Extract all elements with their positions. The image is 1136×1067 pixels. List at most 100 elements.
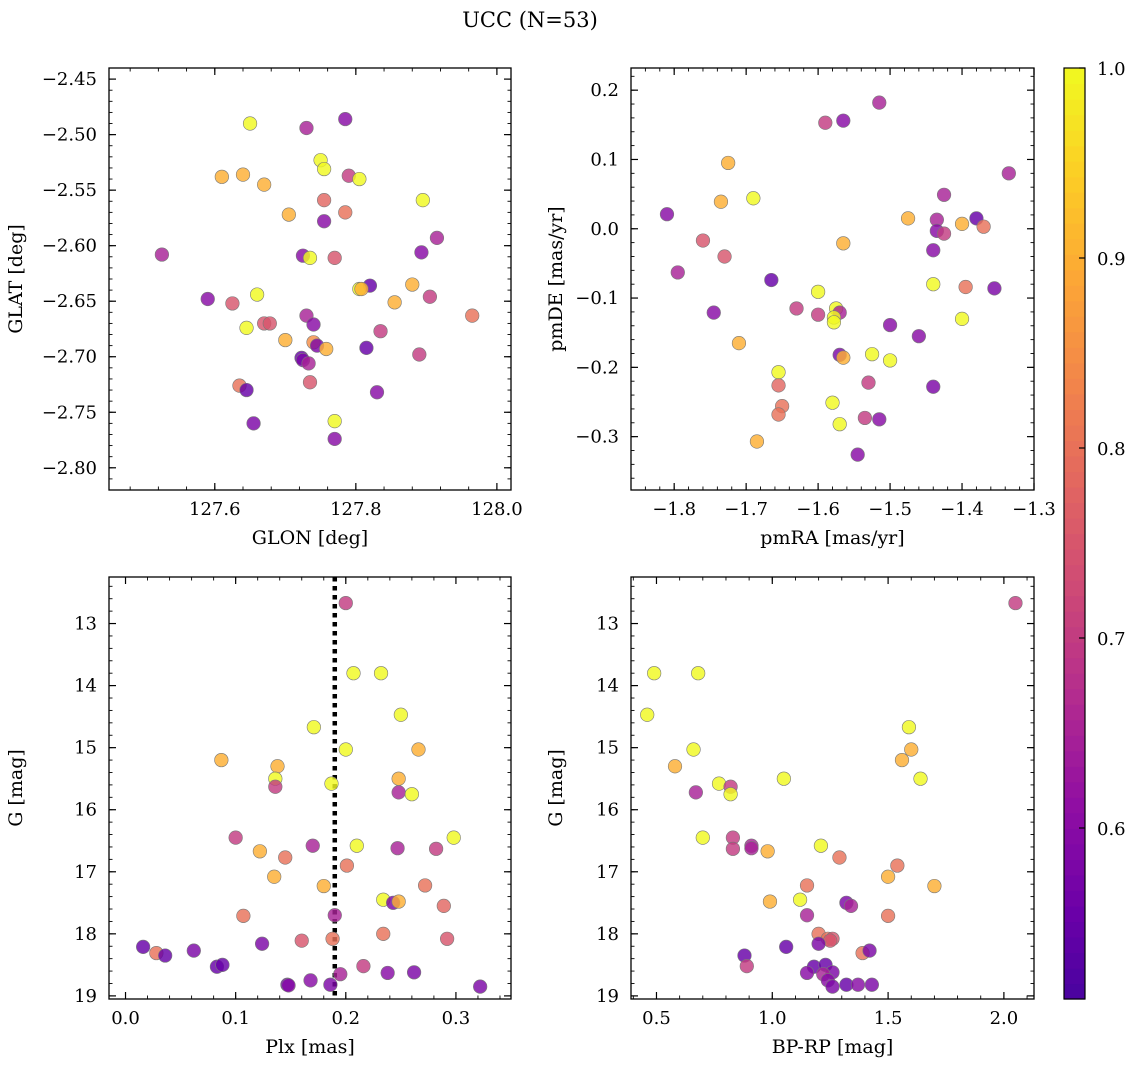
panel-top-right: −1.8 −1.7 −1.6 −1.5 −1.4 −1.3 −0.3 −0.2 −0.1 0.0 0… [545, 67, 1056, 549]
scatter-point [214, 752, 229, 768]
colorbar-segment [1064, 502, 1085, 519]
colorbar-segment [1064, 393, 1085, 410]
x-tick-label: 1.5 [874, 1008, 903, 1029]
colorbar-segment [1064, 688, 1085, 705]
x-tick-label: −1.4 [940, 499, 984, 520]
scatter-point [281, 978, 296, 993]
scatter-point [789, 301, 804, 316]
x-tick-label: −1.7 [724, 499, 768, 520]
colorbar-segment [1064, 657, 1085, 674]
scatter-point [667, 759, 683, 774]
colorbar-segment [1064, 611, 1085, 628]
colorbar-segment [1064, 766, 1085, 783]
colorbar-segment [1064, 424, 1085, 441]
colorbar-segment [1064, 626, 1085, 643]
colorbar-segment [1064, 890, 1085, 907]
panel-bottom-right: 0.5 1.0 1.5 2.0 13 14 15 16 17 18 19 BP-RP [mag] G [… [545, 576, 1035, 1058]
scatter-point [764, 272, 779, 288]
y-tick-label: −2.55 [42, 180, 97, 201]
scatter-point [976, 219, 991, 234]
y-tick-label: 13 [596, 614, 619, 635]
scatter-point [323, 977, 338, 992]
scatter-point [239, 320, 254, 335]
scatter-point [904, 742, 919, 757]
scatter-point [872, 412, 887, 427]
scatter-point [843, 898, 859, 914]
y-tick-label: 14 [596, 676, 619, 697]
x-tick-label: 0.2 [331, 1008, 360, 1029]
scatter-point [254, 936, 270, 951]
x-tick-label: 127.8 [330, 499, 382, 520]
scatter-point [369, 385, 385, 400]
y-tick-label: −0.2 [575, 357, 619, 378]
scatter-point [799, 878, 815, 893]
scatter-point [1001, 166, 1016, 181]
scatter-point [813, 838, 829, 853]
x-tick-label: −1.5 [868, 499, 912, 520]
x-axis-label: pmRA [mas/yr] [760, 527, 904, 549]
y-tick-label: 16 [74, 800, 97, 821]
scatter-point [422, 289, 437, 304]
scatter-points [659, 95, 1016, 462]
scatter-point [327, 908, 342, 923]
x-tick-label: −1.3 [1012, 499, 1056, 520]
colorbar-segment [1064, 642, 1085, 659]
scatter-point [306, 720, 321, 735]
scatter-point [799, 908, 815, 923]
colorbar-segment [1064, 719, 1085, 736]
ticks: −1.8 −1.7 −1.6 −1.5 −1.4 −1.3 −0.3 −0.2 −0.1 0.0 0… [575, 68, 1056, 520]
scatter-points [640, 595, 1023, 994]
colorbar-segment [1064, 486, 1085, 504]
colorbar-segment [1064, 285, 1085, 302]
scatter-point [473, 979, 488, 994]
y-tick-label: 18 [74, 924, 97, 945]
y-tick-label: 18 [596, 924, 619, 945]
y-tick-label: −2.50 [42, 125, 97, 146]
colorbar-segment [1064, 595, 1085, 612]
colorbar-segment [1064, 533, 1085, 550]
x-tick-label: −1.6 [796, 499, 840, 520]
scatter-point [836, 113, 851, 128]
colorbar-segment [1064, 192, 1085, 209]
colorbar-segment [1064, 161, 1085, 178]
colorbar-segment [1064, 921, 1085, 938]
colorbar-segment [1064, 238, 1085, 255]
scatter-point [228, 830, 243, 845]
scatter-point [717, 249, 732, 264]
scatter-point [306, 317, 321, 332]
scatter-point [872, 95, 887, 110]
colorbar-tick-label: 0.8 [1097, 439, 1126, 460]
scatter-point [706, 305, 721, 320]
colorbar: 0.6 0.7 0.8 0.9 1.0 [1063, 59, 1126, 1000]
scatter-point [713, 194, 729, 209]
colorbar-segment [1064, 440, 1085, 457]
scatter-point [239, 382, 254, 398]
scatter-point [257, 177, 272, 192]
colorbar-segment [1064, 874, 1085, 891]
y-tick-label: −0.3 [575, 427, 619, 448]
scatter-point [936, 187, 952, 202]
scatter-point [762, 894, 778, 909]
scatter-point [299, 120, 314, 136]
scatter-point [338, 742, 353, 757]
y-tick-label: 15 [596, 738, 619, 759]
y-tick-label: −2.80 [42, 458, 97, 479]
scatter-point [225, 296, 240, 311]
y-tick-label: 19 [74, 986, 97, 1007]
scatter-point [691, 666, 706, 681]
scatter-point [825, 395, 840, 410]
scatter-point [954, 216, 970, 232]
colorbar-segment [1064, 843, 1085, 860]
scatter-point [154, 247, 169, 262]
scatter-point [900, 211, 916, 226]
colorbar-segment [1064, 83, 1085, 100]
scatter-point [864, 977, 879, 992]
y-tick-label: 0.0 [590, 219, 619, 240]
scatter-point [319, 341, 334, 357]
colorbar-segment [1064, 223, 1085, 240]
scatter-points [136, 595, 488, 994]
y-axis-label: G [mag] [5, 749, 27, 827]
y-tick-label: −2.60 [42, 236, 97, 257]
colorbar-segment [1064, 300, 1085, 317]
colorbar-tick-label: 0.7 [1097, 629, 1126, 650]
